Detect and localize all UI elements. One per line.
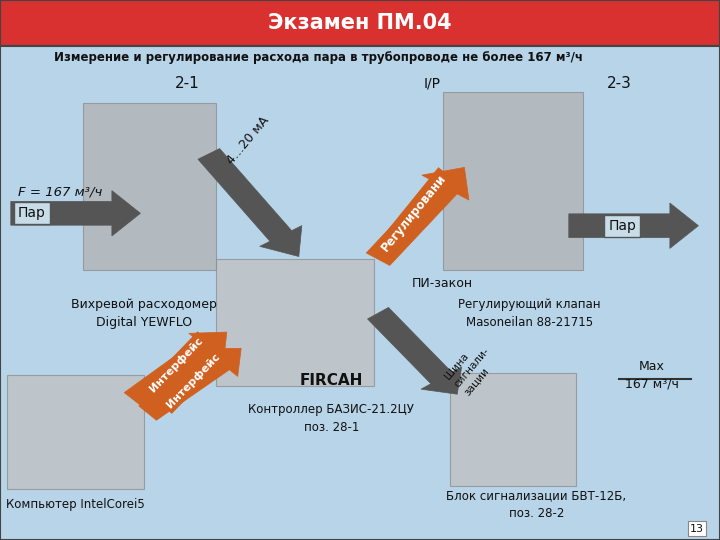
Text: Регулирующий клапан
Masoneilan 88-21715: Регулирующий клапан Masoneilan 88-21715 xyxy=(458,298,600,329)
Text: 4…20 мА: 4…20 мА xyxy=(225,114,272,167)
Text: Регулировани: Регулировани xyxy=(379,172,449,254)
Polygon shape xyxy=(125,332,227,407)
Polygon shape xyxy=(367,307,462,394)
Text: 13: 13 xyxy=(690,523,704,534)
FancyBboxPatch shape xyxy=(0,46,720,540)
Text: Max
167 м³/ч: Max 167 м³/ч xyxy=(625,360,678,390)
Text: Контроллер БАЗИС-21.2ЦУ
поз. 28-1: Контроллер БАЗИС-21.2ЦУ поз. 28-1 xyxy=(248,403,414,434)
Polygon shape xyxy=(198,148,302,256)
Polygon shape xyxy=(11,191,140,236)
Text: I/P: I/P xyxy=(423,77,441,91)
Text: Интерфейс: Интерфейс xyxy=(164,352,222,410)
Text: Измерение и регулирование расхода пара в трубопроводе не более 167 м³/ч: Измерение и регулирование расхода пара в… xyxy=(54,51,583,64)
FancyBboxPatch shape xyxy=(216,259,374,386)
Polygon shape xyxy=(139,348,241,420)
Text: Экзамен ПМ.04: Экзамен ПМ.04 xyxy=(268,13,452,33)
Text: Блок сигнализации БВТ-12Б,
поз. 28-2: Блок сигнализации БВТ-12Б, поз. 28-2 xyxy=(446,489,626,521)
Text: FIRCAH: FIRCAH xyxy=(300,373,363,388)
Text: 2-1: 2-1 xyxy=(175,76,199,91)
Text: Пар: Пар xyxy=(608,219,636,233)
Text: Компьютер IntelCorei5: Компьютер IntelCorei5 xyxy=(6,498,145,511)
Text: F = 167 м³/ч: F = 167 м³/ч xyxy=(18,185,102,198)
Text: Шина
сигнали-
зации: Шина сигнали- зации xyxy=(443,338,500,397)
Text: Пар: Пар xyxy=(18,206,46,220)
Polygon shape xyxy=(569,203,698,248)
FancyBboxPatch shape xyxy=(0,0,720,46)
FancyBboxPatch shape xyxy=(443,92,583,270)
FancyBboxPatch shape xyxy=(83,103,216,270)
FancyBboxPatch shape xyxy=(7,375,144,489)
Text: Интерфейс: Интерфейс xyxy=(148,335,205,394)
FancyBboxPatch shape xyxy=(450,373,576,486)
Text: Вихревой расходомер
Digital YEWFLO: Вихревой расходомер Digital YEWFLO xyxy=(71,298,217,329)
Polygon shape xyxy=(366,167,469,266)
Text: ПИ-закон: ПИ-закон xyxy=(413,277,473,290)
Text: 2-3: 2-3 xyxy=(607,76,631,91)
